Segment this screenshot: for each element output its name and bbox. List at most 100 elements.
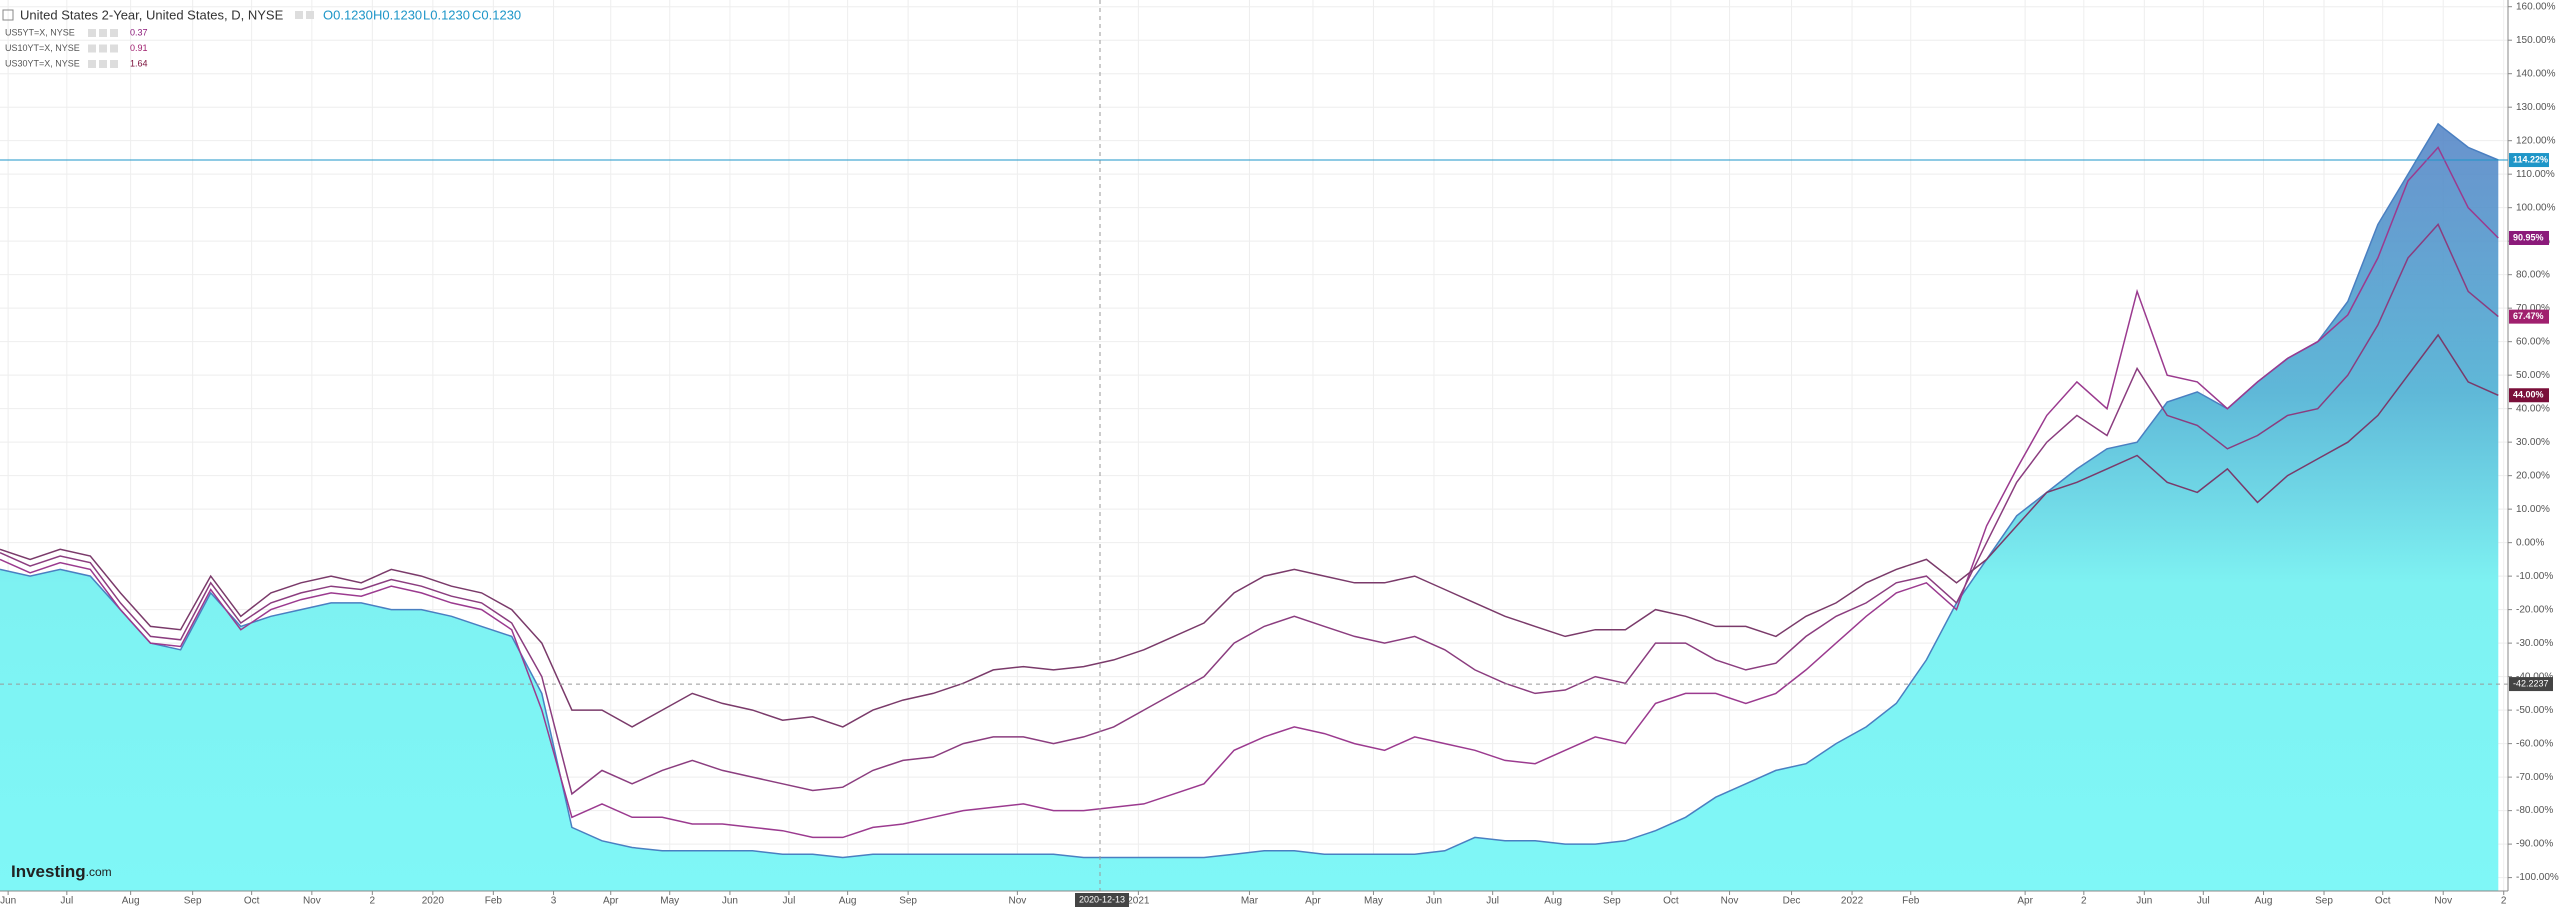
x-tick-label: Sep <box>899 896 917 907</box>
legend-icon[interactable] <box>88 60 96 68</box>
crosshair-value: -42.2237 <box>2513 678 2549 688</box>
line <box>0 333 2499 728</box>
y-tick-label: -10.00% <box>2516 571 2553 582</box>
x-tick-label: Oct <box>2375 896 2391 907</box>
legend-label: US10YT=X, NYSE <box>5 43 80 53</box>
end-label: 44.00% <box>2513 390 2544 400</box>
x-tick-label: Nov <box>2434 896 2452 907</box>
x-tick-label: 2020 <box>422 896 445 907</box>
legend-value: 0.91 <box>130 43 148 53</box>
x-tick-label: Jul <box>1486 896 1499 907</box>
x-tick-label: May <box>1364 896 1383 907</box>
logo-suffix: .com <box>86 865 112 879</box>
area <box>0 123 2499 891</box>
x-tick-label: Jul <box>783 896 796 907</box>
legend-label: US5YT=X, NYSE <box>5 27 75 37</box>
y-tick-label: 120.00% <box>2516 135 2556 146</box>
logo: Investing.com <box>11 862 112 881</box>
end-label: 90.95% <box>2513 232 2544 242</box>
x-tick-label: 2022 <box>1841 896 1864 907</box>
legend-icon[interactable] <box>110 60 118 68</box>
ohlc-low: L0.1230 <box>423 7 470 22</box>
ohlc-close: C0.1230 <box>472 7 521 22</box>
x-tick-label: Dec <box>1783 896 1801 907</box>
legend-icon[interactable] <box>110 29 118 37</box>
y-tick-label: 40.00% <box>2516 403 2550 414</box>
y-tick-label: 160.00% <box>2516 1 2556 12</box>
crosshair-date-box <box>1075 893 1129 907</box>
legend-icon[interactable] <box>99 60 107 68</box>
y-tick-label: 70.00% <box>2516 303 2550 314</box>
legend-title: United States 2-Year, United States, D, … <box>20 7 284 22</box>
x-tick-label: Apr <box>2017 896 2033 907</box>
x-tick-label: Jun <box>722 896 738 907</box>
legend-value: 1.64 <box>130 58 148 68</box>
y-tick-label: 10.00% <box>2516 504 2550 515</box>
legend-icon[interactable] <box>306 11 314 19</box>
y-tick-label: -100.00% <box>2516 872 2559 883</box>
x-tick-label: Mar <box>1241 896 1259 907</box>
x-tick-label: Nov <box>303 896 321 907</box>
x-tick-label: Aug <box>839 896 857 907</box>
x-tick-label: Oct <box>244 896 260 907</box>
y-tick-label: 150.00% <box>2516 35 2556 46</box>
x-tick-label: 2 <box>2081 896 2087 907</box>
ohlc-high: H0.1230 <box>373 7 422 22</box>
y-tick-label: -60.00% <box>2516 738 2553 749</box>
x-tick-label: Aug <box>1544 896 1562 907</box>
y-tick-label: -50.00% <box>2516 705 2553 716</box>
line <box>0 122 2499 859</box>
y-tick-label: 20.00% <box>2516 470 2550 481</box>
legend-icon[interactable] <box>110 44 118 53</box>
y-tick-label: 80.00% <box>2516 269 2550 280</box>
x-tick-label: Apr <box>603 896 619 907</box>
logo-main: Investing <box>11 862 86 881</box>
y-tick-label: -70.00% <box>2516 772 2553 783</box>
x-tick-label: Sep <box>1603 896 1621 907</box>
x-tick-label: Nov <box>1008 896 1026 907</box>
x-tick-label: Jul <box>60 896 73 907</box>
x-tick-label: Jun <box>2136 896 2152 907</box>
y-tick-label: -30.00% <box>2516 638 2553 649</box>
x-tick-label: Aug <box>122 896 140 907</box>
end-label-box <box>2509 230 2549 245</box>
y-tick-label: -80.00% <box>2516 805 2553 816</box>
y-tick-label: 30.00% <box>2516 437 2550 448</box>
collapse-icon[interactable] <box>2 9 14 21</box>
y-tick-label: -40.00% <box>2516 671 2553 682</box>
legend: United States 2-Year, United States, D, … <box>2 7 521 22</box>
crosshair-value-box <box>2509 677 2553 692</box>
legend-icon[interactable] <box>295 11 303 19</box>
y-tick-label: -90.00% <box>2516 839 2553 850</box>
legend-value: 0.37 <box>130 27 148 37</box>
legend-icon[interactable] <box>99 29 107 37</box>
legend-items: US5YT=X, NYSE 0.37 US10YT=X, NYSE 0.91 US30Y… <box>5 27 148 68</box>
y-tick-label: 100.00% <box>2516 202 2556 213</box>
end-label: 67.47% <box>2513 311 2544 321</box>
x-tick-label: Jul <box>2197 896 2210 907</box>
y-tick-label: 60.00% <box>2516 336 2550 347</box>
x-tick-label: Sep <box>2315 896 2333 907</box>
y-tick-label: -20.00% <box>2516 604 2553 615</box>
legend-icon[interactable] <box>99 44 107 53</box>
legend-icon[interactable] <box>88 44 96 53</box>
x-tick-label: Jun <box>0 896 16 907</box>
x-tick-label: Oct <box>1663 896 1679 907</box>
x-tick-label: Nov <box>1721 896 1739 907</box>
end-label-box <box>2509 153 2549 168</box>
x-tick-label: Apr <box>1305 896 1321 907</box>
x-tick-label: 2021 <box>1127 896 1150 907</box>
x-tick-label: Sep <box>184 896 202 907</box>
end-label: 114.22% <box>2513 154 2548 164</box>
y-tick-label: 130.00% <box>2516 102 2556 113</box>
end-label-box <box>2509 309 2549 324</box>
y-tick-label: 110.00% <box>2516 169 2555 180</box>
x-tick-label: Feb <box>1902 896 1920 907</box>
crosshair-date: 2020-12-13 <box>1079 894 1125 904</box>
end-label-box <box>2509 388 2549 403</box>
x-tick-label: 2 <box>2501 896 2507 907</box>
ohlc-open: O0.1230 <box>323 7 373 22</box>
legend-icon[interactable] <box>88 29 96 37</box>
